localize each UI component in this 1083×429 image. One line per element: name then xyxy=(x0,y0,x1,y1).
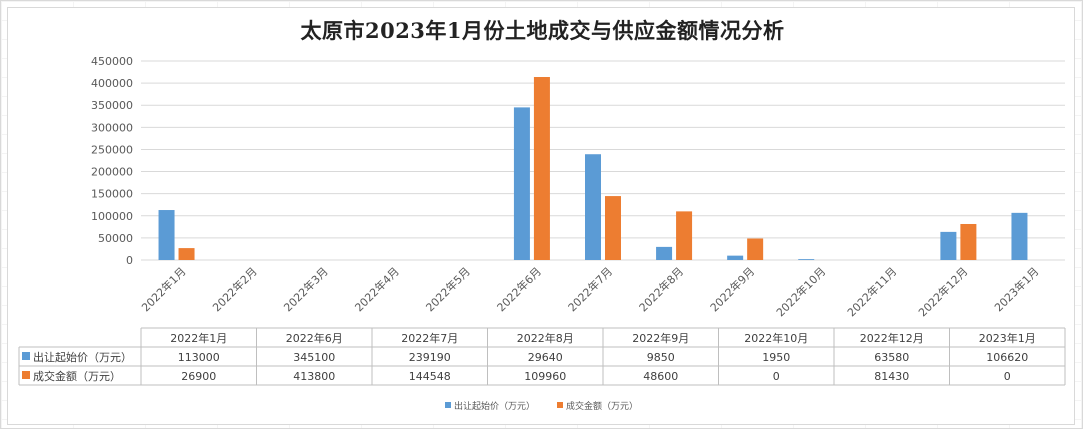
bar-start-price xyxy=(656,246,673,260)
table-header-cell: 2022年7月 xyxy=(401,331,458,345)
bar-start-price xyxy=(513,107,530,260)
y-tick-label: 400000 xyxy=(91,77,133,90)
table-header-cell: 2023年1月 xyxy=(979,331,1036,345)
table-cell: 63580 xyxy=(874,351,909,364)
bar-start-price xyxy=(158,210,175,260)
x-tick-label: 2022年3月 xyxy=(281,264,331,314)
chart-title: 太原市2023年1月份土地成交与供应金额情况分析 xyxy=(300,18,785,43)
y-tick-label: 200000 xyxy=(91,166,133,179)
table-legend-key xyxy=(22,352,30,360)
y-tick-label: 50000 xyxy=(98,232,133,245)
bar-deal-amount xyxy=(533,77,550,260)
table-cell: 26900 xyxy=(181,370,216,383)
table-cell: 144548 xyxy=(409,370,451,383)
table-row-label: 出让起始价（万元） xyxy=(33,350,132,364)
x-tick-label: 2022年7月 xyxy=(565,264,615,314)
table-cell: 413800 xyxy=(293,370,335,383)
table-cell: 106620 xyxy=(986,351,1028,364)
x-tick-label: 2022年1月 xyxy=(138,264,188,314)
table-header-cell: 2022年12月 xyxy=(860,331,924,345)
table-header-cell: 2022年10月 xyxy=(744,331,808,345)
table-cell: 113000 xyxy=(178,351,220,364)
bar-start-price xyxy=(940,231,957,260)
table-cell: 239190 xyxy=(409,351,451,364)
x-tick-label: 2023年1月 xyxy=(991,264,1041,314)
table-cell: 0 xyxy=(773,370,780,383)
table-cell: 0 xyxy=(1004,370,1011,383)
y-tick-label: 100000 xyxy=(91,210,133,223)
x-tick-label: 2022年12月 xyxy=(915,264,970,319)
x-tick-label: 2022年2月 xyxy=(210,264,260,314)
table-cell: 48600 xyxy=(643,370,678,383)
table-cell: 109960 xyxy=(524,370,566,383)
x-tick-label: 2022年6月 xyxy=(494,264,544,314)
bar-deal-amount xyxy=(960,223,977,260)
table-legend-key xyxy=(22,371,30,379)
y-tick-label: 150000 xyxy=(91,188,133,201)
x-tick-label: 2022年9月 xyxy=(707,264,757,314)
x-tick-label: 2022年8月 xyxy=(636,264,686,314)
table-cell: 1950 xyxy=(762,351,790,364)
table-cell: 345100 xyxy=(293,351,335,364)
bar-deal-amount xyxy=(605,196,621,260)
table-header-cell: 2022年9月 xyxy=(632,331,689,345)
table-cell: 81430 xyxy=(874,370,909,383)
table-header-cell: 2022年8月 xyxy=(517,331,574,345)
legend-swatch xyxy=(445,402,451,408)
table-header-cell: 2022年6月 xyxy=(286,331,343,345)
x-tick-label: 2022年10月 xyxy=(773,264,828,319)
legend-label: 出让起始价（万元） xyxy=(454,400,535,412)
bar-deal-amount xyxy=(178,248,195,260)
table-cell: 9850 xyxy=(647,351,675,364)
bar-deal-amount xyxy=(747,238,764,260)
y-tick-label: 300000 xyxy=(91,121,133,134)
bar-start-price xyxy=(727,255,744,260)
x-tick-label: 2022年5月 xyxy=(423,264,473,314)
legend-swatch xyxy=(557,402,563,408)
y-tick-label: 350000 xyxy=(91,99,133,112)
table-header-cell: 2022年1月 xyxy=(170,331,227,345)
table-row-label: 成交金额（万元） xyxy=(33,369,121,383)
bar-start-price xyxy=(798,259,815,260)
y-tick-label: 0 xyxy=(126,254,133,267)
bar-start-price xyxy=(1011,212,1028,260)
bar-start-price xyxy=(585,154,601,260)
x-tick-label: 2022年4月 xyxy=(352,264,402,314)
y-tick-label: 450000 xyxy=(91,55,133,68)
bar-deal-amount xyxy=(676,211,693,260)
y-tick-label: 250000 xyxy=(91,143,133,156)
table-cell: 29640 xyxy=(528,351,563,364)
x-tick-label: 2022年11月 xyxy=(844,264,899,319)
legend-label: 成交金额（万元） xyxy=(566,400,638,412)
